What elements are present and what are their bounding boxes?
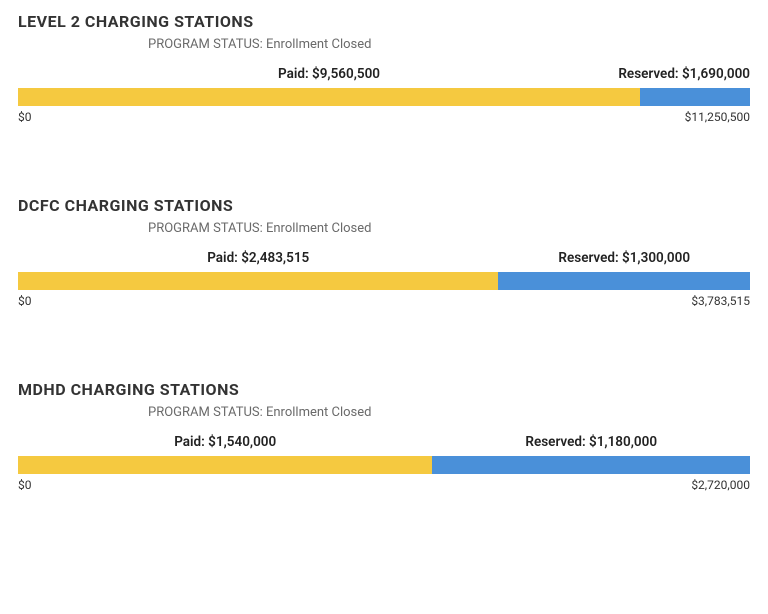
section-title: MDHD CHARGING STATIONS xyxy=(18,380,750,399)
axis-min: $0 xyxy=(18,294,32,308)
section-dcfc: DCFC CHARGING STATIONS PROGRAM STATUS: E… xyxy=(18,196,750,310)
axis-min: $0 xyxy=(18,110,32,124)
section-mdhd: MDHD CHARGING STATIONS PROGRAM STATUS: E… xyxy=(18,380,750,494)
paid-segment xyxy=(18,88,640,106)
section-title: LEVEL 2 CHARGING STATIONS xyxy=(18,12,750,31)
value-labels-row: Paid: $1,540,000 Reserved: $1,180,000 xyxy=(18,434,750,452)
reserved-segment xyxy=(498,272,750,290)
reserved-segment xyxy=(432,456,750,474)
paid-segment xyxy=(18,272,498,290)
stacked-bar xyxy=(18,88,750,106)
reserved-label: Reserved: $1,690,000 xyxy=(618,66,750,82)
paid-label: Paid: $9,560,500 xyxy=(278,66,380,82)
program-status: PROGRAM STATUS: Enrollment Closed xyxy=(18,405,750,420)
paid-segment xyxy=(18,456,432,474)
program-status: PROGRAM STATUS: Enrollment Closed xyxy=(18,221,750,236)
paid-label: Paid: $2,483,515 xyxy=(207,250,309,266)
axis-row: $0 $11,250,500 xyxy=(18,110,750,126)
reserved-label: Reserved: $1,300,000 xyxy=(558,250,690,266)
stacked-bar xyxy=(18,456,750,474)
axis-min: $0 xyxy=(18,478,32,492)
reserved-label: Reserved: $1,180,000 xyxy=(525,434,657,450)
stacked-bar xyxy=(18,272,750,290)
section-title: DCFC CHARGING STATIONS xyxy=(18,196,750,215)
axis-row: $0 $2,720,000 xyxy=(18,478,750,494)
reserved-segment xyxy=(640,88,750,106)
axis-row: $0 $3,783,515 xyxy=(18,294,750,310)
axis-max: $2,720,000 xyxy=(691,478,750,492)
axis-max: $3,783,515 xyxy=(691,294,750,308)
paid-label: Paid: $1,540,000 xyxy=(174,434,276,450)
value-labels-row: Paid: $2,483,515 Reserved: $1,300,000 xyxy=(18,250,750,268)
axis-max: $11,250,500 xyxy=(685,110,750,124)
value-labels-row: Paid: $9,560,500 Reserved: $1,690,000 xyxy=(18,66,750,84)
section-level2: LEVEL 2 CHARGING STATIONS PROGRAM STATUS… xyxy=(18,12,750,126)
program-status: PROGRAM STATUS: Enrollment Closed xyxy=(18,37,750,52)
